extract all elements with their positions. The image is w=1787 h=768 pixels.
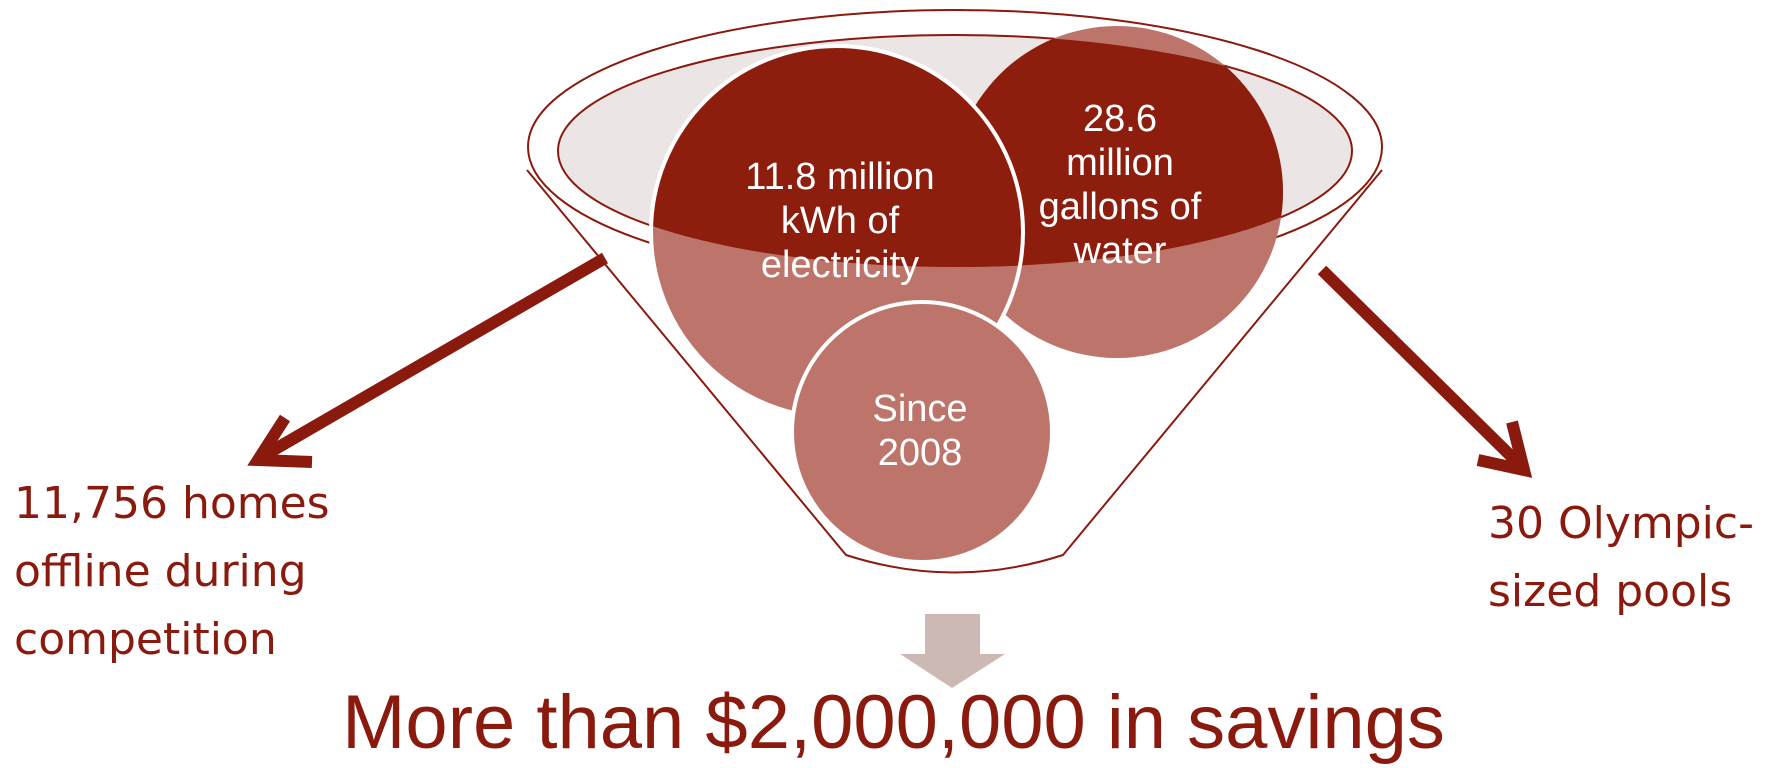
homes-offline-text: 11,756 homes offline during competition (14, 478, 330, 665)
right-arrow (1317, 265, 1533, 478)
down-arrow (900, 614, 1005, 688)
olympic-pools-text: 30 Olympic- sized pools (1488, 498, 1754, 617)
circle-since (790, 300, 1054, 564)
circle-label-water: 28.6 million gallons of water (1038, 98, 1202, 272)
left-arrow (247, 252, 609, 468)
savings-headline: More than $2,000,000 in savings (342, 680, 1445, 765)
circle-label-electricity: 11.8 million kWh of electricity (745, 156, 935, 286)
funnel-body (526, 169, 1383, 574)
circle-label-since: Since 2008 (872, 388, 968, 474)
